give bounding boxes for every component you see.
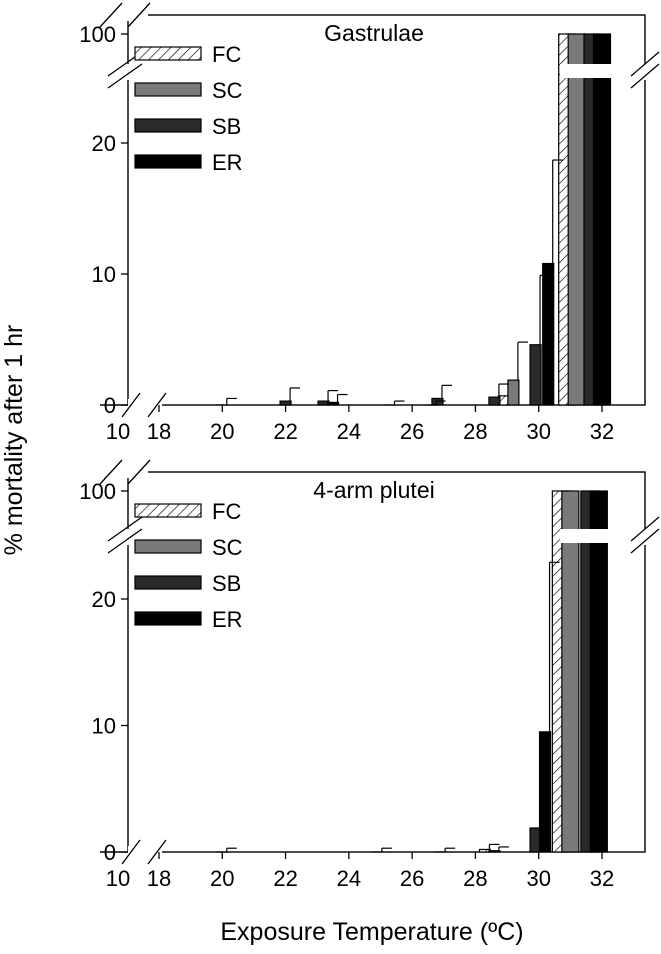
x-tick-label: 20 <box>210 866 234 891</box>
plot-frame <box>127 471 646 853</box>
bar-ER-0 <box>538 731 552 853</box>
legend-swatch-SB <box>134 118 202 133</box>
bar-SC-1 <box>507 379 520 406</box>
x-tick-label: 24 <box>337 419 361 444</box>
bar-SC-2 <box>567 33 586 406</box>
legend-label-FC: FC <box>212 499 241 524</box>
x-tick-label: 32 <box>590 866 614 891</box>
legend-label-SC: SC <box>212 535 243 560</box>
x-break-mark-0 <box>121 839 141 865</box>
y-tick-label: 10 <box>92 714 116 739</box>
x-tick-label: 28 <box>463 419 487 444</box>
legend-swatch-SC <box>134 539 202 554</box>
legend: FC SC SB ER <box>134 42 243 175</box>
x-break-gap <box>128 846 162 858</box>
x-axis-title: Exposure Temperature (ºC) <box>220 918 523 946</box>
panel-title: 4-arm plutei <box>313 477 434 503</box>
bar-ER-2 <box>542 262 555 406</box>
bar-ER-3 <box>592 33 612 406</box>
legend: FC SC SB ER <box>134 499 243 632</box>
top-break-mark-1 <box>127 459 151 485</box>
legend-label-FC: FC <box>212 42 241 67</box>
legend-swatch-SB <box>134 575 202 590</box>
x-tick-label: 30 <box>526 866 550 891</box>
bar-SB-3 <box>488 396 501 406</box>
y-tick-label: 100 <box>79 479 116 504</box>
legend-label-SC: SC <box>212 78 243 103</box>
y-tick-label: 100 <box>79 22 116 47</box>
x-tick-label: 18 <box>147 866 171 891</box>
x-tick-label: 10 <box>106 866 130 891</box>
bar-SB-4 <box>529 344 542 406</box>
x-tick-label: 22 <box>273 866 297 891</box>
x-break-mark-0 <box>121 392 141 418</box>
top-break-mark-0 <box>99 2 123 28</box>
legend-label-SB: SB <box>212 114 241 139</box>
panel-title: Gastrulae <box>324 20 424 46</box>
y-tick-label: 20 <box>92 587 116 612</box>
x-break-mark-1 <box>147 839 167 865</box>
x-tick-label: 22 <box>273 419 297 444</box>
legend-label-ER: ER <box>212 150 243 175</box>
x-tick-label: 32 <box>590 419 614 444</box>
y-tick-label: 20 <box>92 131 116 156</box>
y-break-mark-1 <box>107 516 143 542</box>
right-break-mark-1 <box>630 516 660 542</box>
top-break-mark-0 <box>99 459 123 485</box>
x-tick-label: 20 <box>210 419 234 444</box>
legend-label-SB: SB <box>212 571 241 596</box>
x-break-gap <box>128 399 162 411</box>
y-tick-label: 0 <box>104 840 116 865</box>
legend-swatch-FC <box>134 46 202 61</box>
y-axis-title: % mortality after 1 hr <box>0 325 28 556</box>
legend-label-ER: ER <box>212 607 243 632</box>
legend-swatch-ER <box>134 154 202 169</box>
right-break-mark-0 <box>630 528 660 554</box>
bar-SB-2 <box>431 397 444 406</box>
legend-swatch-ER <box>134 611 202 626</box>
bar-SC-2 <box>561 490 580 853</box>
x-break-mark-1 <box>147 392 167 418</box>
x-tick-label: 28 <box>463 866 487 891</box>
right-break-mark-0 <box>630 63 660 89</box>
x-tick-label: 24 <box>337 866 361 891</box>
top-break-gap <box>108 9 148 21</box>
legend-swatch-FC <box>134 503 202 518</box>
bar-SB-0 <box>279 400 292 406</box>
bar-break-band <box>560 529 622 543</box>
y-tick-label: 0 <box>104 393 116 418</box>
right-break-mark-1 <box>630 51 660 77</box>
y-tick-label: 10 <box>92 262 116 287</box>
x-tick-label: 26 <box>400 866 424 891</box>
bar-ER-1 <box>589 490 608 853</box>
top-break-gap <box>108 466 148 478</box>
right-break-gap <box>639 64 651 80</box>
x-tick-label: 30 <box>526 419 550 444</box>
legend-swatch-SC <box>134 82 202 97</box>
bar-break-band <box>560 64 622 78</box>
x-tick-label: 18 <box>147 419 171 444</box>
x-tick-label: 10 <box>106 419 130 444</box>
y-break-mark-0 <box>107 528 143 554</box>
y-break-mark-0 <box>107 63 143 89</box>
bar-SC-1 <box>488 850 501 853</box>
right-break-gap <box>639 529 651 545</box>
bar-ER-0 <box>326 401 340 406</box>
x-tick-label: 26 <box>400 419 424 444</box>
top-break-mark-1 <box>127 2 151 28</box>
